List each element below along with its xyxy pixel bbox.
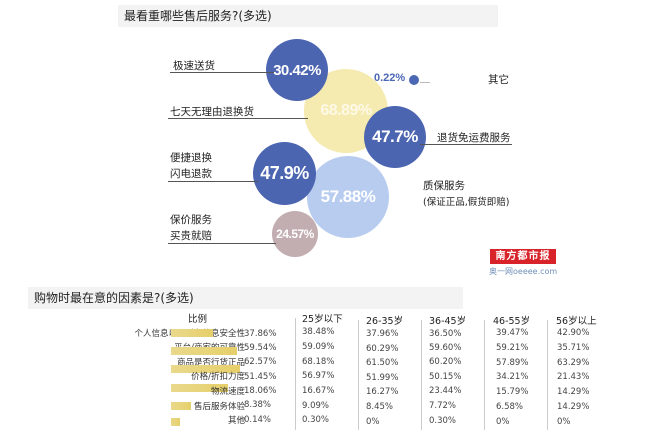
bar-ratio — [171, 402, 191, 410]
bar-ratio — [171, 418, 180, 426]
bubble-other-value: 0.22% — [374, 72, 406, 84]
bubble-fast-delivery: 30.42% — [266, 39, 328, 101]
label-warranty-line1: 质保服务 — [423, 180, 465, 192]
col-header-26-35: 26-35岁 — [366, 316, 404, 327]
cell-value: 35.71% — [557, 343, 590, 353]
row-label: 其他 — [227, 416, 245, 426]
cell-value: 59.60% — [429, 343, 462, 353]
label-seven-day-return: 七天无理由退换货 — [170, 106, 254, 118]
cell-value: 36.50% — [429, 329, 462, 339]
label-quick-refund-line1: 便捷退换 — [170, 152, 212, 164]
cell-value: 56.97% — [302, 371, 335, 381]
cell-value: 6.58% — [496, 402, 524, 412]
cell-value: 62.57% — [244, 357, 277, 367]
cell-value: 21.43% — [557, 372, 590, 382]
bubble-other-dot — [409, 75, 419, 85]
cell-value: 7.72% — [429, 401, 457, 411]
col-header-36-45: 36-45岁 — [429, 316, 467, 327]
cell-value: 23.44% — [429, 386, 462, 396]
cell-value: 61.50% — [366, 358, 399, 368]
section2-title: 购物时最在意的因素是?(多选) — [28, 287, 463, 309]
cell-value: 39.47% — [496, 328, 529, 338]
col-header-46-55: 46-55岁 — [493, 316, 531, 327]
cell-value: 16.67% — [302, 386, 335, 396]
cell-value: 0.30% — [302, 415, 330, 425]
cell-value: 60.29% — [366, 344, 399, 354]
cell-value: 59.54% — [244, 343, 277, 353]
cell-value: 0% — [557, 417, 571, 427]
bar-ratio — [171, 419, 174, 423]
bubble-free-return-shipping: 47.7% — [364, 106, 426, 168]
cell-value: 51.99% — [366, 373, 399, 383]
label-quick-refund-line2: 闪电退款 — [170, 168, 212, 180]
cell-value: 18.06% — [244, 386, 277, 396]
cell-value: 15.79% — [496, 387, 529, 397]
row-label: 售后服务体验 — [193, 402, 245, 412]
column-divider — [358, 320, 359, 430]
bubble-quick-refund: 47.9% — [253, 142, 316, 205]
cell-value: 0.30% — [429, 416, 457, 426]
underline-free-return-shipping — [420, 144, 512, 145]
bar-ratio — [171, 329, 213, 337]
cell-value: 8.45% — [366, 402, 394, 412]
cell-value: 14.29% — [557, 387, 590, 397]
cell-value: 38.48% — [302, 327, 335, 337]
cell-value: 50.15% — [429, 372, 462, 382]
underline-price-protection — [168, 243, 276, 244]
underline-quick-refund — [168, 181, 258, 182]
bubble-price-protection: 24.57% — [272, 211, 318, 257]
cell-value: 57.89% — [496, 358, 529, 368]
cell-value: 63.29% — [557, 358, 590, 368]
bar-ratio — [171, 384, 228, 392]
row-label: 个人信息以及财务信息安全性 — [60, 327, 245, 339]
col-header-56plus: 56岁以上 — [556, 316, 597, 327]
cell-value: 59.09% — [302, 342, 335, 352]
underline-seven-day-return — [168, 118, 308, 119]
bar-ratio — [171, 365, 240, 373]
label-free-return-shipping: 退货免运费服务 — [437, 132, 511, 144]
section1-title: 最看重哪些售后服务?(多选) — [118, 5, 498, 27]
bar-ratio — [171, 347, 237, 355]
cell-value: 42.90% — [557, 328, 590, 338]
label-price-protection-line1: 保价服务 — [170, 214, 212, 226]
col-header-under25: 25岁以下 — [302, 314, 343, 325]
cell-value: 8.38% — [244, 400, 272, 410]
column-divider — [421, 320, 422, 430]
cell-value: 37.96% — [366, 329, 399, 339]
label-price-protection-line2: 买贵就赔 — [170, 230, 212, 242]
newspaper-logo: 南方都市报 — [490, 249, 556, 264]
cell-value: 16.27% — [366, 387, 399, 397]
cell-value: 0.14% — [244, 415, 272, 425]
row-label: 价格/折扣力度 — [191, 372, 245, 382]
cell-value: 51.45% — [244, 372, 277, 382]
row-label: 物流速度 — [210, 387, 245, 397]
newspaper-logo-sub: 奥一网oeeee.com — [489, 267, 558, 276]
cell-value: 0% — [496, 417, 510, 427]
underline-other — [420, 82, 430, 83]
cell-value: 37.86% — [244, 329, 277, 339]
column-divider — [295, 318, 296, 430]
cell-value: 60.20% — [429, 357, 462, 367]
label-warranty-line2: (保证正品,假货即赔) — [423, 197, 510, 208]
bubble-warranty: 57.88% — [307, 156, 389, 238]
column-divider — [547, 320, 548, 430]
cell-value: 34.21% — [496, 372, 529, 382]
cell-value: 59.21% — [496, 343, 529, 353]
column-divider — [484, 320, 485, 430]
cell-value: 9.09% — [302, 401, 330, 411]
underline-fast-delivery — [170, 72, 274, 73]
cell-value: 0% — [366, 417, 380, 427]
cell-value: 14.29% — [557, 402, 590, 412]
col-header-ratio: 比例 — [188, 314, 208, 325]
cell-value: 68.18% — [302, 357, 335, 367]
label-fast-delivery: 极速送货 — [173, 60, 215, 72]
label-other: 其它 — [488, 74, 509, 86]
row-label: 商品是否行货正品 — [176, 358, 245, 368]
